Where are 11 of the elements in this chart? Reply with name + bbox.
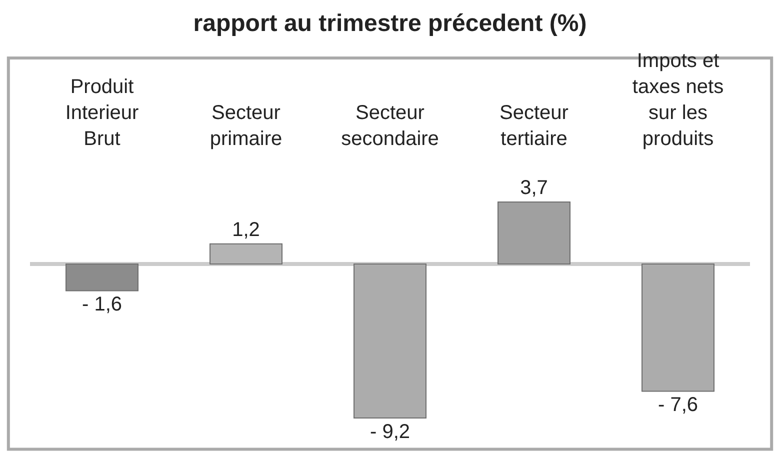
data-label: - 7,6 <box>658 394 698 416</box>
x-tick-label: Secteur tertiaire <box>500 102 569 150</box>
data-label: - 1,6 <box>82 294 122 316</box>
data-label: - 9,2 <box>370 421 410 443</box>
data-label: 3,7 <box>520 177 548 199</box>
x-tick-label: Secteur secondaire <box>341 102 439 150</box>
x-tick-label: Secteur primaire <box>210 102 282 150</box>
x-tick-label: Produit Interieur Brut <box>65 76 140 150</box>
x-tick-label: Impots et taxes nets sur les produits <box>632 50 724 150</box>
data-label: 1,2 <box>232 218 260 241</box>
chart-title: rapport au trimestre précedent (%) <box>193 10 587 37</box>
